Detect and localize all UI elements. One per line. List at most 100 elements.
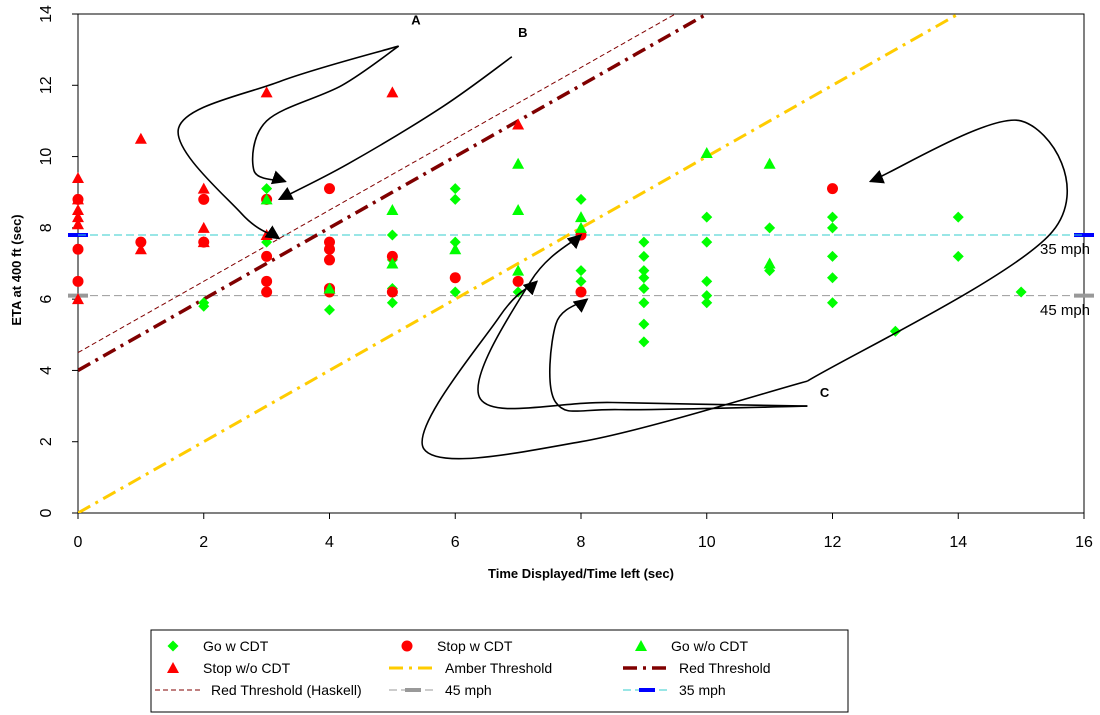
reference-label-35-mph: 35 mph (1040, 241, 1090, 258)
point-go-w-cdt (449, 183, 461, 195)
legend-label: Red Threshold (Haskell) (211, 682, 362, 698)
point-stop-w-o-cdt (386, 86, 399, 98)
point-go-w-cdt (386, 229, 398, 241)
legend-item-red-threshold: Red Threshold (623, 660, 771, 676)
legend-swatch (167, 662, 179, 673)
point-stop-w-cdt (261, 286, 273, 298)
point-go-w-cdt (512, 286, 524, 298)
point-go-w-o-cdt (386, 257, 399, 269)
point-go-w-cdt (827, 211, 838, 223)
series-go-w-cdt (198, 183, 1027, 348)
point-go-w-cdt (701, 211, 713, 223)
point-stop-w-cdt (72, 243, 84, 255)
point-go-w-cdt (575, 275, 587, 287)
annotation-arrow (277, 56, 513, 201)
point-go-w-o-cdt (575, 221, 587, 233)
legend-label: Stop w CDT (437, 638, 513, 654)
x-tick-label: 12 (824, 534, 842, 551)
legend-item-go-w-cdt: Go w CDT (167, 638, 269, 654)
point-go-w-cdt (324, 304, 335, 316)
line-red-threshold (78, 14, 708, 372)
legend-swatch (401, 640, 413, 652)
legend-label: 35 mph (679, 682, 726, 698)
x-tick-label: 2 (199, 534, 208, 551)
annotation-b: B (277, 25, 528, 201)
point-go-w-o-cdt (386, 204, 399, 216)
point-go-w-cdt (638, 318, 650, 330)
y-axis-title: ETA at 400 ft (sec) (9, 214, 24, 325)
series-stop-w-o-cdt (72, 86, 525, 305)
x-tick-label: 10 (698, 534, 716, 551)
point-stop-w-o-cdt (134, 243, 147, 255)
point-go-w-cdt (827, 222, 838, 234)
annotations: A B C (177, 13, 1069, 460)
point-stop-w-cdt (324, 243, 335, 255)
point-go-w-cdt (638, 272, 650, 284)
y-tick-label: 6 (38, 295, 55, 304)
annotation-arrow (177, 45, 399, 240)
legend-item-45-mph: 45 mph (389, 682, 492, 698)
y-tick-label: 14 (38, 5, 55, 23)
annotation-arrow (251, 45, 400, 185)
y-tick-label: 4 (38, 366, 55, 375)
x-tick-label: 4 (325, 534, 334, 551)
point-go-w-cdt (827, 297, 838, 309)
x-tick-label: 16 (1075, 534, 1093, 551)
point-stop-w-cdt (827, 183, 838, 195)
point-go-w-o-cdt (700, 147, 713, 159)
point-stop-w-o-cdt (72, 204, 84, 216)
point-go-w-cdt (827, 250, 838, 262)
y-tick-label: 0 (38, 508, 55, 517)
point-go-w-cdt (701, 236, 713, 248)
point-go-w-cdt (764, 222, 776, 234)
point-go-w-cdt (701, 275, 713, 287)
point-stop-w-cdt (72, 275, 84, 287)
point-stop-w-cdt (198, 193, 210, 205)
point-go-w-o-cdt (512, 204, 525, 216)
legend-swatch (635, 640, 647, 651)
point-go-w-cdt (575, 265, 587, 277)
annotation-label: B (518, 25, 527, 40)
point-go-w-cdt (638, 250, 650, 262)
point-stop-w-cdt (324, 254, 335, 266)
point-go-w-cdt (701, 297, 713, 309)
legend-label: Stop w/o CDT (203, 660, 291, 676)
point-stop-w-o-cdt (134, 132, 147, 144)
annotation-label: C (820, 385, 830, 400)
annotation-arrow (477, 234, 808, 410)
legend-item-stop-w-cdt: Stop w CDT (401, 638, 513, 654)
legend-item-amber-threshold: Amber Threshold (389, 660, 552, 676)
point-go-w-cdt (952, 250, 964, 262)
data-points (72, 86, 1027, 348)
point-go-w-o-cdt (763, 157, 776, 169)
legend-item-35-mph: 35 mph (623, 682, 726, 698)
point-go-w-o-cdt (260, 193, 273, 205)
legend-swatch (167, 640, 179, 652)
x-tick-label: 14 (949, 534, 967, 551)
y-tick-label: 8 (38, 223, 55, 232)
y-tick-label: 12 (38, 76, 55, 94)
annotation-label: A (411, 13, 421, 28)
point-go-w-cdt (575, 193, 587, 205)
series-go-w-o-cdt (260, 147, 776, 294)
legend-label: Go w CDT (203, 638, 269, 654)
point-stop-w-o-cdt (72, 293, 84, 305)
legend-item-go-w-o-cdt: Go w/o CDT (635, 638, 748, 654)
x-tick-label: 6 (451, 534, 460, 551)
point-stop-w-o-cdt (197, 182, 210, 194)
point-stop-w-cdt (261, 275, 273, 287)
annotation-a: A (177, 13, 421, 240)
legend-label: Amber Threshold (445, 660, 552, 676)
point-go-w-cdt (638, 265, 650, 277)
point-stop-w-cdt (575, 286, 587, 298)
point-go-w-cdt (701, 290, 713, 302)
legend-label: Red Threshold (679, 660, 771, 676)
x-tick-label: 8 (577, 534, 586, 551)
point-go-w-cdt (638, 336, 650, 348)
point-go-w-cdt (827, 272, 838, 284)
point-go-w-o-cdt (323, 282, 336, 294)
point-go-w-cdt (261, 183, 273, 195)
point-stop-w-cdt (386, 250, 398, 262)
point-go-w-o-cdt (449, 243, 462, 255)
